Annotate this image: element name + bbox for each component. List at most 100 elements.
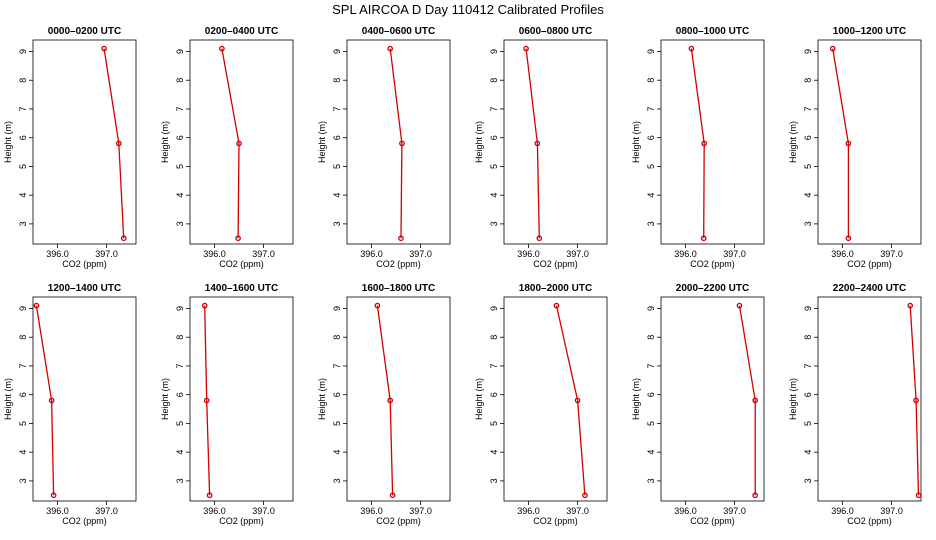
profile-panel: 1800–2000 UTC 396.0 397.0 3 4 5 6 7 8 9 CO2 (ppm) H… (474, 283, 608, 526)
y-axis-label: Height (m) (788, 378, 798, 420)
x-tick-label: 396.0 (46, 249, 69, 259)
data-point (101, 45, 107, 52)
y-tick-label: 6 (332, 392, 342, 397)
data-point (553, 302, 560, 309)
x-tick-label: 396.0 (831, 249, 854, 259)
y-tick-label: 5 (175, 164, 185, 169)
y-tick-label: 9 (646, 49, 656, 54)
y-tick-label: 7 (175, 106, 185, 111)
panel-title: 0400–0600 UTC (362, 26, 435, 37)
y-axis-label: Height (m) (631, 121, 641, 163)
data-point (913, 397, 919, 404)
y-tick-label: 4 (332, 193, 342, 198)
profile-panel: 0400–0600 UTC 396.0 397.0 3 4 5 6 7 8 9 CO2 (ppm) H… (317, 26, 451, 269)
y-tick-label: 8 (803, 335, 813, 340)
profile-panel: 1600–1800 UTC 396.0 397.0 3 4 5 6 7 8 9 CO2 (ppm) H… (317, 283, 451, 526)
y-tick-label: 5 (489, 164, 499, 169)
y-axis-label: Height (m) (160, 121, 170, 163)
x-tick-label: 397.0 (252, 506, 275, 516)
y-tick-label: 3 (803, 478, 813, 483)
data-point (536, 235, 543, 242)
y-tick-label: 7 (18, 363, 28, 368)
y-tick-label: 9 (18, 49, 28, 54)
y-tick-label: 7 (489, 363, 499, 368)
y-tick-label: 4 (646, 450, 656, 455)
y-tick-label: 8 (489, 335, 499, 340)
y-tick-label: 3 (332, 478, 342, 483)
y-tick-label: 9 (489, 306, 499, 311)
y-tick-label: 3 (332, 221, 342, 226)
y-tick-label: 5 (18, 421, 28, 426)
y-axis-label: Height (m) (317, 121, 327, 163)
plot-frame (32, 39, 137, 245)
y-tick-label: 4 (175, 450, 185, 455)
x-axis-label: CO2 (ppm) (690, 516, 735, 526)
x-axis-label: CO2 (ppm) (533, 259, 578, 269)
data-point (736, 302, 743, 309)
data-point (235, 235, 241, 242)
profile-panel: 2000–2200 UTC 396.0 397.0 3 4 5 6 7 8 9 CO2 (ppm) H… (631, 283, 765, 526)
data-point (701, 140, 708, 147)
plot-frame (660, 296, 765, 502)
x-axis-label: CO2 (ppm) (219, 259, 264, 269)
profile-panel: 1400–1600 UTC 396.0 397.0 3 4 5 6 7 8 9 CO2 (ppm) H… (160, 283, 294, 526)
y-tick-label: 8 (332, 335, 342, 340)
profile-line (555, 305, 586, 496)
y-tick-label: 8 (18, 335, 28, 340)
plot-frame (189, 296, 294, 502)
y-tick-label: 7 (489, 106, 499, 111)
y-tick-label: 8 (803, 78, 813, 83)
y-axis-label: Height (m) (631, 378, 641, 420)
y-tick-label: 7 (646, 106, 656, 111)
data-point (582, 492, 588, 499)
plot-frame (189, 39, 294, 245)
plot-frame (817, 39, 922, 245)
figure-title: SPL AIRCOA D Day 110412 Calibrated Profi… (332, 2, 604, 17)
data-point (50, 492, 57, 499)
x-tick-label: 397.0 (880, 506, 903, 516)
x-tick-label: 397.0 (409, 249, 432, 259)
plot-frame (346, 39, 451, 245)
profile-line (204, 305, 211, 496)
x-axis-label: CO2 (ppm) (847, 259, 892, 269)
y-tick-label: 4 (803, 450, 813, 455)
y-tick-label: 9 (803, 49, 813, 54)
plot-frame (660, 39, 765, 245)
y-axis-label: Height (m) (3, 378, 13, 420)
panel-title: 0200–0400 UTC (205, 26, 278, 37)
y-tick-label: 3 (803, 221, 813, 226)
profile-line (221, 48, 240, 239)
y-tick-label: 3 (18, 221, 28, 226)
y-tick-label: 9 (489, 49, 499, 54)
x-tick-label: 396.0 (360, 249, 383, 259)
y-tick-label: 9 (646, 306, 656, 311)
y-tick-label: 7 (803, 106, 813, 111)
y-tick-label: 6 (332, 135, 342, 140)
data-point (387, 45, 394, 52)
x-tick-label: 397.0 (723, 506, 746, 516)
y-tick-label: 9 (332, 49, 342, 54)
y-tick-label: 5 (332, 164, 342, 169)
x-axis-label: CO2 (ppm) (533, 516, 578, 526)
y-tick-label: 6 (803, 135, 813, 140)
data-point (236, 140, 242, 147)
profile-line (35, 305, 55, 496)
data-point (688, 45, 695, 52)
x-tick-label: 397.0 (723, 249, 746, 259)
y-tick-label: 6 (646, 392, 656, 397)
y-tick-label: 8 (646, 335, 656, 340)
x-axis-label: CO2 (ppm) (376, 259, 421, 269)
x-axis-label: CO2 (ppm) (847, 516, 892, 526)
y-tick-label: 4 (489, 450, 499, 455)
y-tick-label: 8 (489, 78, 499, 83)
y-tick-label: 7 (803, 363, 813, 368)
plot-frame (817, 296, 922, 502)
panel-title: 1800–2000 UTC (519, 283, 592, 294)
x-tick-label: 396.0 (360, 506, 383, 516)
y-tick-label: 3 (489, 478, 499, 483)
data-point (398, 235, 404, 242)
data-point (700, 235, 707, 242)
y-axis-label: Height (m) (3, 121, 13, 163)
y-tick-label: 9 (332, 306, 342, 311)
y-axis-label: Height (m) (317, 378, 327, 420)
